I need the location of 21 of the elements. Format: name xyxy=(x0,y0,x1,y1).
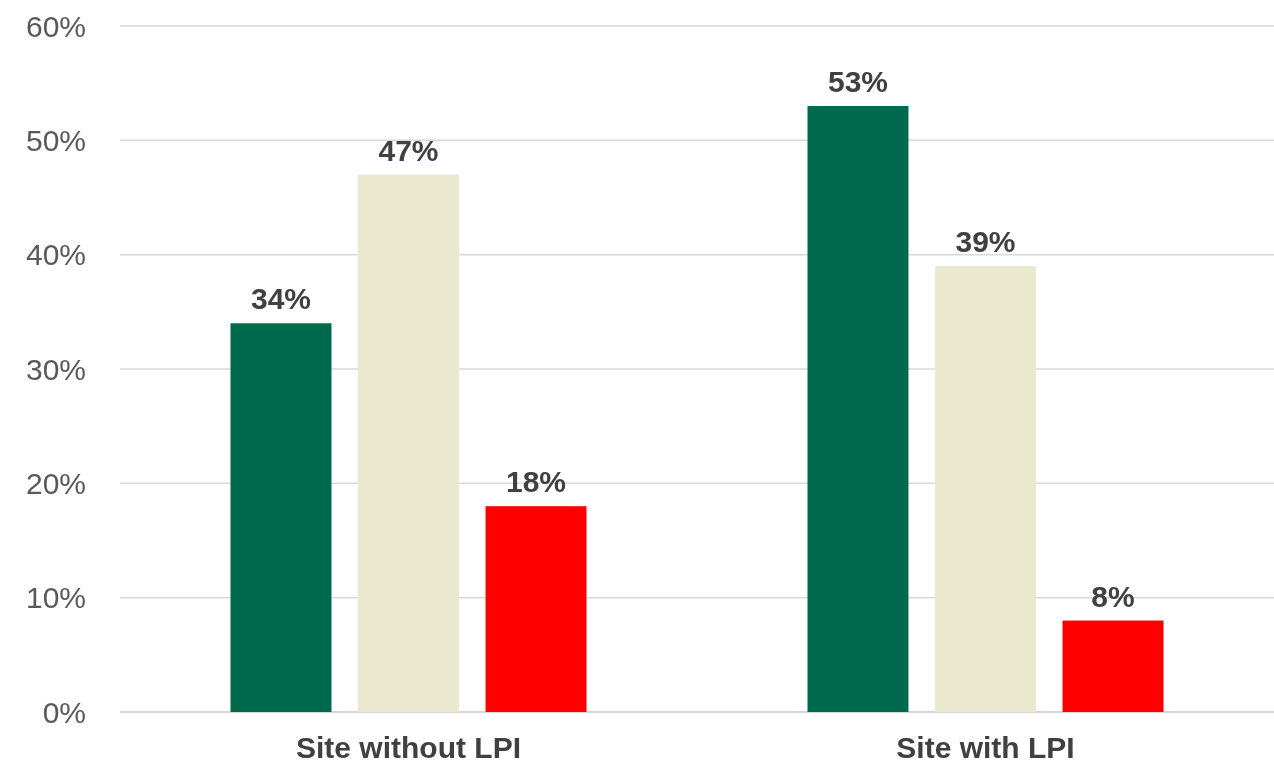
bar xyxy=(358,174,459,712)
bar xyxy=(807,106,909,712)
bar xyxy=(485,506,587,712)
y-tick-label: 60% xyxy=(25,9,86,43)
data-label: 34% xyxy=(250,282,312,316)
bar xyxy=(935,266,1036,712)
bar xyxy=(1062,620,1164,712)
bar xyxy=(230,323,332,712)
y-tick-label: 20% xyxy=(25,466,86,500)
data-label: 47% xyxy=(378,133,439,167)
data-label: 53% xyxy=(827,65,889,99)
x-tick-label: Site without LPI xyxy=(296,731,521,764)
y-tick-label: 30% xyxy=(25,352,86,386)
y-tick-label: 40% xyxy=(25,238,86,272)
y-tick-label: 0% xyxy=(42,695,86,729)
data-label: 8% xyxy=(1091,579,1135,613)
y-tick-label: 50% xyxy=(25,123,86,157)
y-tick-label: 10% xyxy=(25,581,86,615)
x-tick-label: Site with LPI xyxy=(896,731,1075,764)
data-label: 39% xyxy=(955,225,1016,259)
data-label: 18% xyxy=(505,465,567,499)
